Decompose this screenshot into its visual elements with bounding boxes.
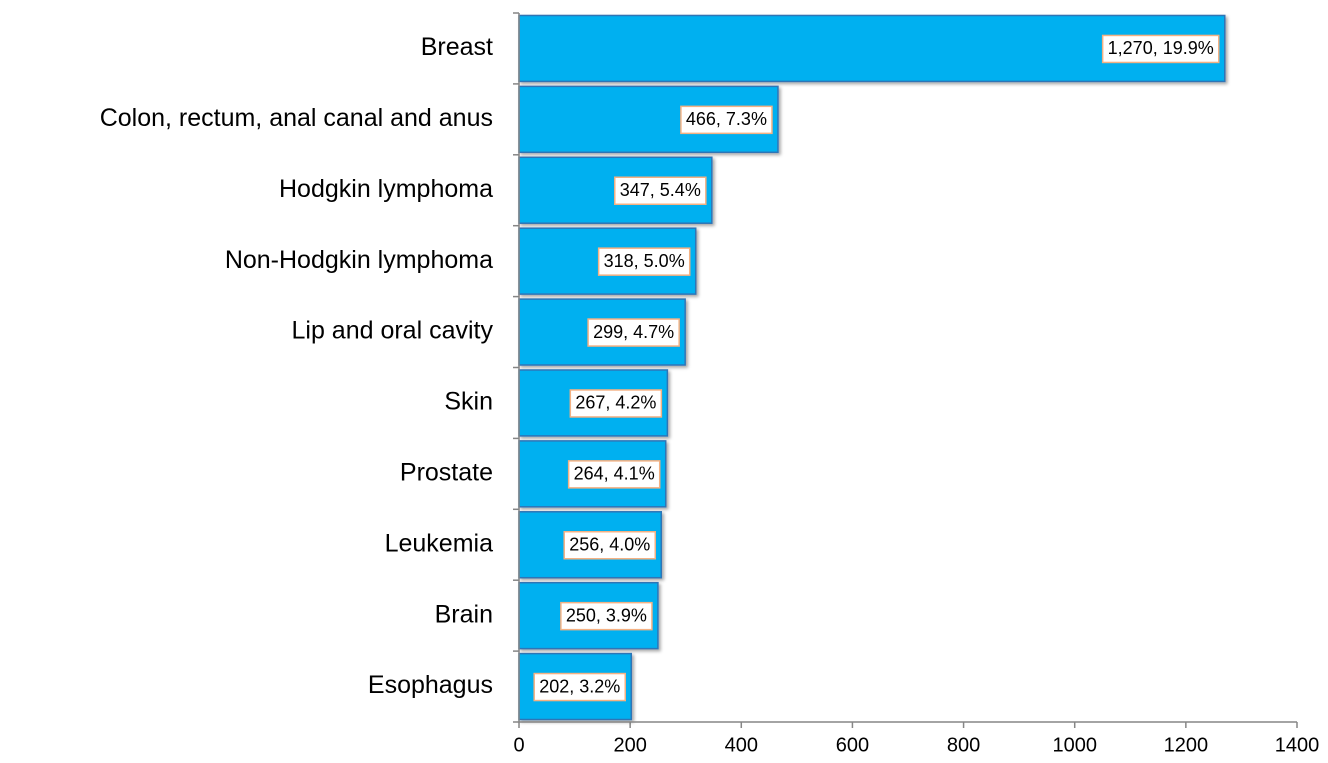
x-tick-label: 800 (947, 734, 980, 756)
y-tick-label: Lip and oral cavity (291, 317, 493, 345)
x-tick-label: 400 (725, 734, 758, 756)
x-tick-label: 1400 (1275, 734, 1320, 756)
value-label-box (560, 601, 653, 631)
value-label: 347, 5.4% (620, 180, 701, 200)
value-label: 202, 3.2% (539, 676, 620, 696)
y-tick-label: Hodgkin lymphoma (279, 175, 493, 203)
value-label: 299, 4.7% (593, 322, 674, 342)
y-tick-label: Non-Hodgkin lymphoma (225, 246, 493, 274)
value-label-box (614, 176, 707, 205)
value-label: 1,270, 19.9% (1108, 38, 1214, 58)
value-label: 267, 4.2% (575, 393, 656, 413)
value-label-box (680, 105, 773, 135)
value-label-box (587, 318, 680, 347)
value-label-box (533, 672, 627, 702)
value-label-box (569, 389, 663, 418)
x-tick-label: 600 (836, 734, 869, 756)
x-tick-label: 0 (513, 734, 524, 756)
x-tick-label: 1200 (1164, 734, 1209, 756)
value-label-box (567, 460, 661, 489)
y-tick-label: Breast (421, 33, 493, 61)
value-label-box (597, 247, 691, 276)
y-tick-label: Skin (444, 388, 493, 416)
value-label: 466, 7.3% (686, 109, 767, 129)
y-tick-label: Esophagus (368, 671, 493, 699)
y-tick-label: Brain (435, 600, 493, 628)
value-label: 264, 4.1% (574, 464, 655, 484)
value-label-box (1101, 34, 1220, 64)
value-label: 250, 3.9% (566, 605, 647, 625)
value-label: 318, 5.0% (604, 251, 685, 271)
y-tick-label: Prostate (400, 458, 493, 486)
y-tick-label: Colon, rectum, anal canal and anus (100, 104, 493, 132)
value-label-box (563, 531, 657, 560)
x-tick-label: 1000 (1052, 734, 1097, 756)
x-tick-label: 200 (613, 734, 646, 756)
value-label: 256, 4.0% (569, 535, 650, 555)
y-tick-label: Leukemia (385, 529, 493, 557)
